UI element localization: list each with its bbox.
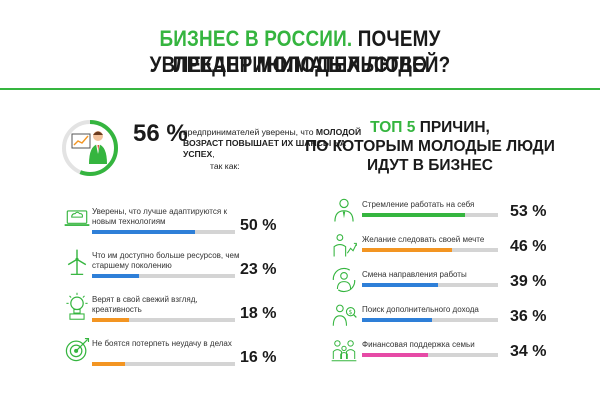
bar-track <box>92 362 235 366</box>
bar-value-label: 50 % <box>240 217 277 234</box>
bar-track <box>92 274 235 278</box>
bar-label: Верят в свой свежий взгляд, креативность <box>92 295 198 314</box>
bar-label: Стремление работать на себя <box>362 200 475 209</box>
businessman-icon <box>334 198 354 222</box>
dream-growth-icon <box>333 234 357 257</box>
title-highlight: БИЗНЕС В РОССИИ. <box>159 26 353 51</box>
bar <box>362 353 428 357</box>
right-title-line3: ИДУТ В БИЗНЕС <box>366 157 493 174</box>
title-divider <box>0 88 600 90</box>
bar-value-label: 18 % <box>240 305 277 322</box>
bar <box>92 274 139 278</box>
bar-label: Что им доступно больше ресурсов, чем ста… <box>92 251 240 270</box>
bar <box>92 362 125 366</box>
bar-label: Не боятся потерпеть неудачу в делах <box>92 339 232 348</box>
bar-value-label: 39 % <box>510 273 547 290</box>
bar-label: Смена направления работы <box>362 270 467 279</box>
svg-text:$: $ <box>349 310 353 316</box>
target-icon <box>65 337 90 362</box>
bar-track <box>362 353 498 357</box>
right-title-highlight: ТОП 5 <box>370 119 416 136</box>
bar <box>362 318 432 322</box>
lightbulb-icon <box>66 292 88 320</box>
bar <box>362 283 438 287</box>
bar-label: Финансовая поддержка семьи <box>362 340 475 349</box>
title-main: ПОЧЕМУ ПРЕДПРИНИМАТЕЛЬСТВО <box>172 26 441 77</box>
page-title-line1: БИЗНЕС В РОССИИ. ПОЧЕМУ ПРЕДПРИНИМАТЕЛЬС… <box>42 26 558 78</box>
businessman-chart-icon <box>71 131 107 164</box>
cloud-devices-icon <box>64 210 90 226</box>
bar-value-label: 34 % <box>510 343 547 360</box>
income-search-icon: $ <box>332 304 357 326</box>
page-title-line2: УВЛЕКАЕТ МОЛОДЫХ ЛЮДЕЙ? <box>149 52 451 77</box>
bar-label: Желание следовать своей мечте <box>362 235 485 244</box>
bar-value-label: 46 % <box>510 238 547 255</box>
family-icon <box>331 340 357 362</box>
intro-tail: так как: <box>210 161 240 171</box>
bar-label: Уверены, что лучше адаптируются к новым … <box>92 207 227 226</box>
right-title-line1: ТОП 5 ПРИЧИН, <box>300 118 560 137</box>
bar-value-label: 53 % <box>510 203 547 220</box>
bar <box>362 213 465 217</box>
intro-text-normal: предпринимателей уверены, что <box>183 127 314 137</box>
bar <box>92 230 195 234</box>
bar <box>92 318 129 322</box>
right-title-rest: ПРИЧИН, <box>419 119 490 136</box>
change-direction-icon <box>332 267 356 293</box>
intro-ring-arc <box>62 120 118 176</box>
wind-turbine-icon <box>67 249 87 275</box>
bar-value-label: 36 % <box>510 308 547 325</box>
bar-track <box>92 318 235 322</box>
bar <box>362 248 452 252</box>
bar-value-label: 16 % <box>240 349 277 366</box>
intro-ring-chart <box>62 120 118 176</box>
bar-value-label: 23 % <box>240 261 277 278</box>
intro-text-bold: молодой возраст повышает их шансы на усп… <box>183 127 362 159</box>
intro-percent: 56 % <box>133 120 188 147</box>
bar-label: Поиск дополнительного дохода <box>362 305 479 314</box>
right-title-line2: ПО КОТОРЫМ МОЛОДЫЕ ЛЮДИ <box>305 138 555 155</box>
intro-text: предпринимателей уверены, что молодой во… <box>183 127 362 159</box>
